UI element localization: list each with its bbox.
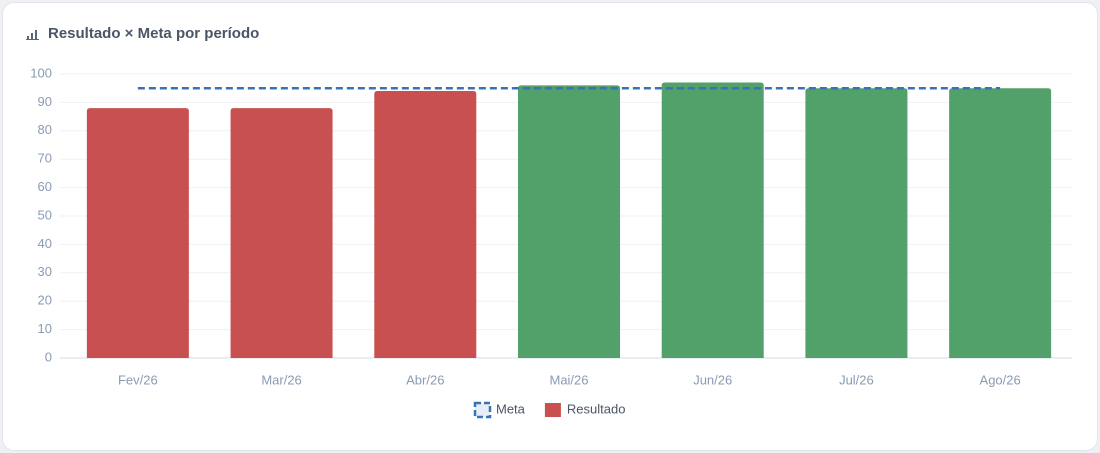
x-tick-label: Jun/26	[693, 372, 732, 387]
y-tick-label: 100	[30, 65, 52, 80]
x-tick-label: Mar/26	[261, 372, 301, 387]
bar	[518, 85, 620, 359]
legend-swatch	[473, 401, 492, 419]
y-tick-label: 30	[38, 264, 52, 279]
legend-label: Resultado	[567, 401, 626, 416]
x-tick-label: Fev/26	[118, 372, 158, 387]
y-tick-label: 70	[38, 151, 52, 166]
bar	[374, 91, 477, 358]
y-tick-label: 0	[45, 349, 52, 364]
legend-label: Meta	[496, 401, 526, 416]
x-tick-label: Abr/26	[406, 372, 444, 387]
y-tick-label: 90	[38, 94, 52, 109]
legend-swatch	[544, 403, 561, 417]
bar	[661, 82, 764, 359]
bar	[949, 88, 1052, 358]
y-tick-label: 20	[38, 293, 52, 308]
x-tick-label: Jul/26	[839, 372, 874, 387]
y-tick-label: 80	[38, 122, 52, 137]
y-tick-label: 60	[38, 179, 52, 194]
y-tick-label: 10	[38, 321, 52, 336]
bar	[86, 108, 189, 358]
chart-title: Resultado × Meta por período	[48, 25, 259, 42]
y-tick-label: 40	[38, 236, 52, 251]
x-tick-label: Mai/26	[549, 372, 588, 387]
x-tick-label: Ago/26	[980, 372, 1021, 387]
bar	[230, 108, 333, 358]
bar	[805, 88, 908, 358]
y-tick-label: 50	[38, 207, 52, 222]
chart-icon	[26, 30, 39, 40]
